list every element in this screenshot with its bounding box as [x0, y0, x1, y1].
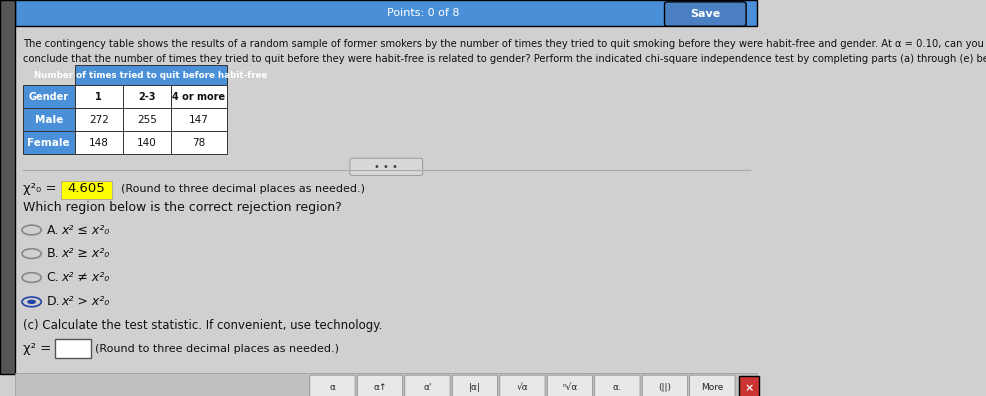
Text: conclude that the number of times they tried to quit before they were habit-free: conclude that the number of times they t… [23, 54, 986, 64]
Text: ×: × [744, 383, 753, 393]
FancyBboxPatch shape [16, 0, 757, 26]
FancyBboxPatch shape [453, 375, 498, 396]
FancyBboxPatch shape [690, 375, 735, 396]
Text: χ²₀ =: χ²₀ = [23, 183, 60, 195]
Text: 4 or more: 4 or more [173, 91, 226, 101]
Text: x² ≠ x²₀: x² ≠ x²₀ [61, 271, 109, 284]
FancyBboxPatch shape [500, 375, 545, 396]
FancyBboxPatch shape [739, 376, 759, 396]
Text: 140: 140 [137, 138, 157, 148]
FancyBboxPatch shape [0, 0, 16, 374]
FancyBboxPatch shape [665, 2, 746, 26]
FancyBboxPatch shape [75, 65, 227, 85]
FancyBboxPatch shape [405, 375, 450, 396]
Text: C.: C. [46, 271, 59, 284]
Text: 78: 78 [192, 138, 205, 148]
FancyBboxPatch shape [310, 375, 355, 396]
Text: Number of times tried to quit before habit-free: Number of times tried to quit before hab… [35, 70, 267, 80]
Text: Save: Save [690, 9, 721, 19]
FancyBboxPatch shape [547, 375, 593, 396]
Text: A.: A. [46, 223, 59, 236]
Text: x² ≥ x²₀: x² ≥ x²₀ [61, 247, 109, 260]
Text: α↑: α↑ [374, 383, 387, 392]
FancyBboxPatch shape [75, 131, 123, 154]
Text: Gender: Gender [29, 91, 69, 101]
FancyBboxPatch shape [54, 339, 91, 358]
Text: |α|: |α| [469, 383, 481, 392]
FancyBboxPatch shape [642, 375, 687, 396]
Text: ⁿ√α: ⁿ√α [562, 383, 578, 392]
Text: Female: Female [28, 138, 70, 148]
FancyBboxPatch shape [23, 108, 75, 131]
FancyBboxPatch shape [172, 85, 227, 108]
Circle shape [28, 300, 36, 304]
Text: (Round to three decimal places as needed.): (Round to three decimal places as needed… [114, 184, 365, 194]
Text: • • •: • • • [375, 162, 398, 172]
Text: (Round to three decimal places as needed.): (Round to three decimal places as needed… [95, 344, 338, 354]
Text: Male: Male [35, 115, 63, 125]
Text: The contingency table shows the results of a random sample of former smokers by : The contingency table shows the results … [23, 39, 984, 49]
Text: Which region below is the correct rejection region?: Which region below is the correct reject… [23, 201, 341, 214]
Text: x² ≤ x²₀: x² ≤ x²₀ [61, 223, 109, 236]
FancyBboxPatch shape [75, 108, 123, 131]
FancyBboxPatch shape [172, 131, 227, 154]
FancyBboxPatch shape [172, 108, 227, 131]
FancyBboxPatch shape [357, 375, 402, 396]
FancyBboxPatch shape [595, 375, 640, 396]
Text: D.: D. [46, 295, 60, 308]
Text: (c) Calculate the test statistic. If convenient, use technology.: (c) Calculate the test statistic. If con… [23, 319, 383, 332]
Text: B.: B. [46, 247, 59, 260]
FancyBboxPatch shape [16, 373, 757, 396]
Text: √α: √α [517, 383, 528, 392]
Text: α.: α. [613, 383, 622, 392]
Text: α': α' [423, 383, 432, 392]
FancyBboxPatch shape [23, 131, 75, 154]
Text: (||): (||) [659, 383, 671, 392]
FancyBboxPatch shape [350, 158, 423, 175]
FancyBboxPatch shape [23, 85, 75, 108]
Text: x² > x²₀: x² > x²₀ [61, 295, 109, 308]
Text: Points: 0 of 8: Points: 0 of 8 [387, 8, 459, 18]
Text: 148: 148 [89, 138, 108, 148]
Text: More: More [701, 383, 724, 392]
FancyBboxPatch shape [75, 85, 123, 108]
FancyBboxPatch shape [123, 131, 172, 154]
FancyBboxPatch shape [123, 85, 172, 108]
Text: 272: 272 [89, 115, 108, 125]
Text: 147: 147 [189, 115, 209, 125]
Text: 255: 255 [137, 115, 157, 125]
Text: χ² =: χ² = [23, 342, 51, 355]
Text: α: α [329, 383, 335, 392]
FancyBboxPatch shape [60, 181, 111, 199]
Text: 1: 1 [96, 91, 103, 101]
Text: 2-3: 2-3 [138, 91, 156, 101]
Text: 4.605: 4.605 [67, 183, 105, 195]
FancyBboxPatch shape [123, 108, 172, 131]
